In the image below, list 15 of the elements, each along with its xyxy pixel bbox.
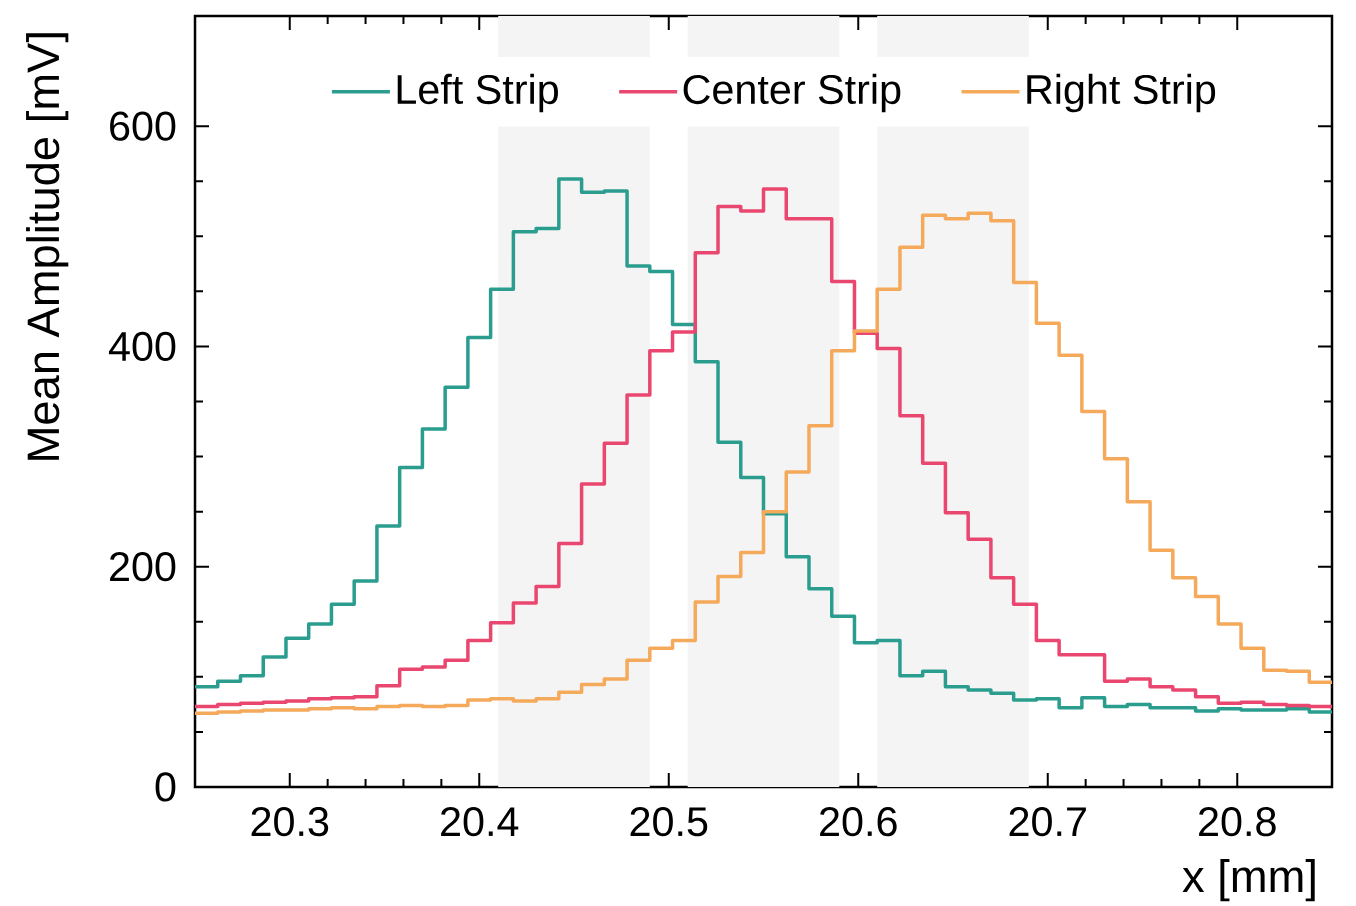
x-tick-label: 20.7 — [1009, 807, 1086, 837]
x-tick-label: 20.6 — [820, 807, 897, 837]
x-tick-label: 20.3 — [251, 807, 329, 837]
x-tick-label: 20.5 — [630, 807, 708, 837]
legend-label: Right Strip — [1027, 73, 1216, 113]
y-tick-label: 600 — [110, 111, 176, 141]
y-tick-label: 400 — [108, 331, 176, 362]
x-tick-label: 20.4 — [441, 807, 519, 837]
y-tick-label: 200 — [110, 552, 176, 582]
x-tick-label: 20.8 — [1199, 807, 1276, 837]
x-axis-title: x [mm] — [1182, 859, 1315, 902]
y-tick-label: 0 — [155, 772, 176, 802]
y-axis-title: Mean Amplitude [mV] — [26, 33, 69, 460]
legend-label: Left Strip — [397, 73, 558, 113]
legend-label: Center Strip — [683, 73, 901, 113]
